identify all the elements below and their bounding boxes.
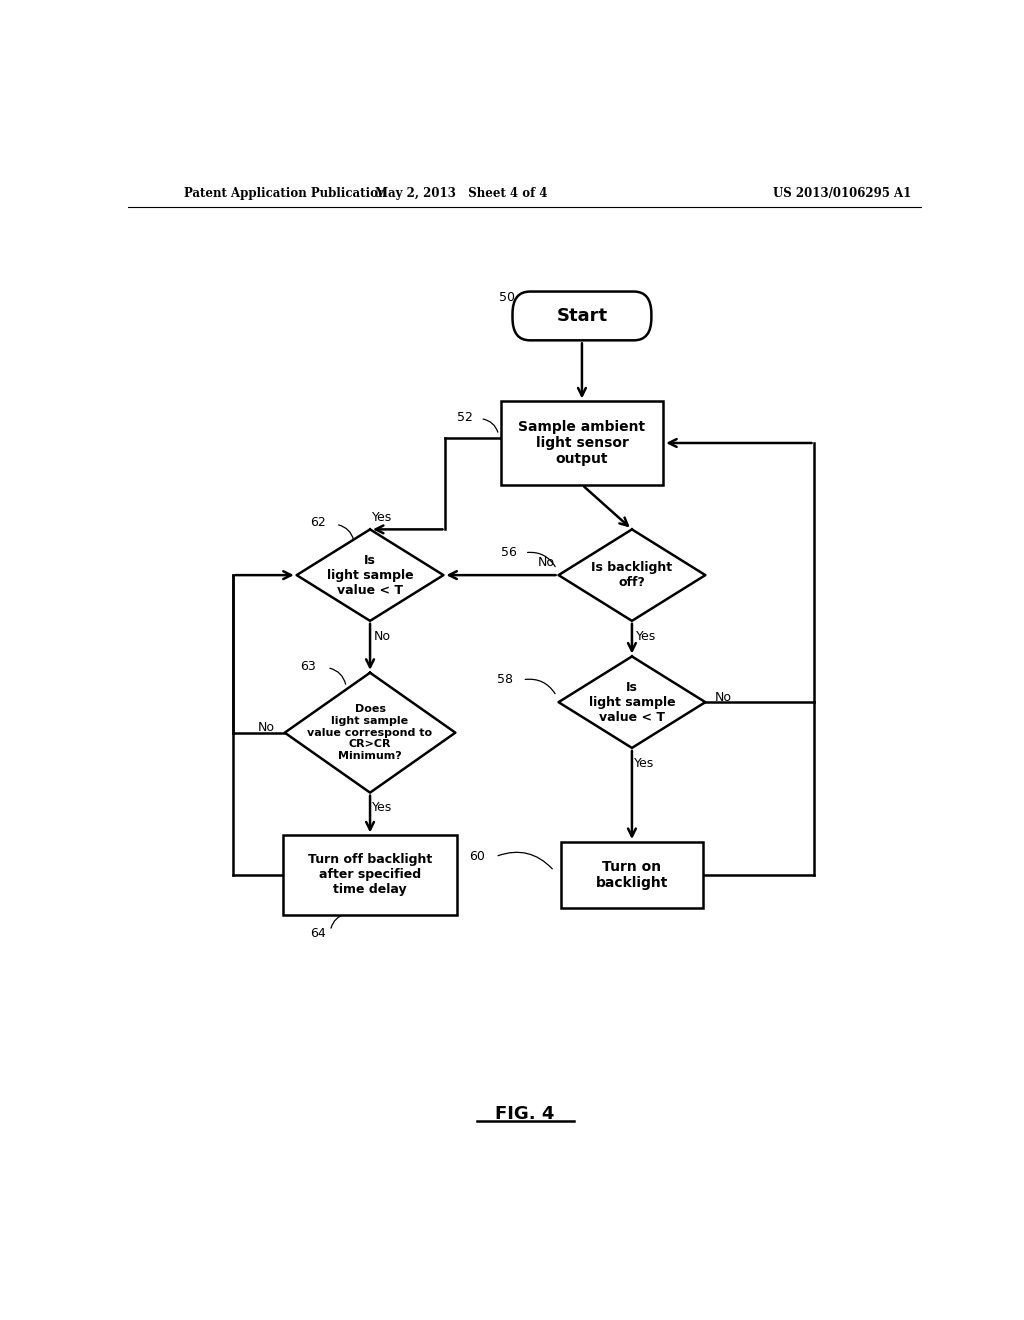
Text: No: No (258, 721, 275, 734)
Text: 64: 64 (310, 928, 327, 940)
Polygon shape (285, 673, 456, 792)
Text: Yes: Yes (372, 511, 392, 524)
Text: Does
light sample
value correspond to
CR>CR
Minimum?: Does light sample value correspond to CR… (307, 705, 432, 760)
Text: 56: 56 (501, 546, 517, 560)
Polygon shape (558, 656, 706, 748)
Text: No: No (538, 557, 555, 569)
Bar (560, 842, 703, 908)
Text: Yes: Yes (634, 756, 654, 770)
Polygon shape (297, 529, 443, 620)
Text: 63: 63 (300, 660, 316, 673)
Text: US 2013/0106295 A1: US 2013/0106295 A1 (773, 187, 911, 201)
Text: Is
light sample
value < T: Is light sample value < T (589, 681, 675, 723)
Text: Turn on
backlight: Turn on backlight (596, 859, 668, 890)
Text: 58: 58 (497, 673, 513, 686)
Text: No: No (715, 690, 732, 704)
Polygon shape (558, 529, 706, 620)
Text: Is backlight
off?: Is backlight off? (592, 561, 673, 589)
Text: May 2, 2013   Sheet 4 of 4: May 2, 2013 Sheet 4 of 4 (375, 187, 548, 201)
Bar (283, 836, 458, 915)
Text: FIG. 4: FIG. 4 (496, 1105, 554, 1123)
Text: Start: Start (556, 308, 607, 325)
FancyBboxPatch shape (512, 292, 651, 341)
Text: No: No (374, 630, 390, 643)
Text: Is
light sample
value < T: Is light sample value < T (327, 553, 414, 597)
Bar (501, 401, 664, 484)
Text: Patent Application Publication: Patent Application Publication (183, 187, 386, 201)
Text: 50: 50 (499, 292, 515, 304)
Text: Sample ambient
light sensor
output: Sample ambient light sensor output (518, 420, 645, 466)
Text: Turn off backlight
after specified
time delay: Turn off backlight after specified time … (308, 854, 432, 896)
Text: 52: 52 (457, 411, 472, 424)
Text: 62: 62 (310, 516, 327, 529)
Text: 60: 60 (469, 850, 485, 863)
Text: Yes: Yes (372, 801, 392, 814)
Text: Yes: Yes (636, 630, 656, 643)
